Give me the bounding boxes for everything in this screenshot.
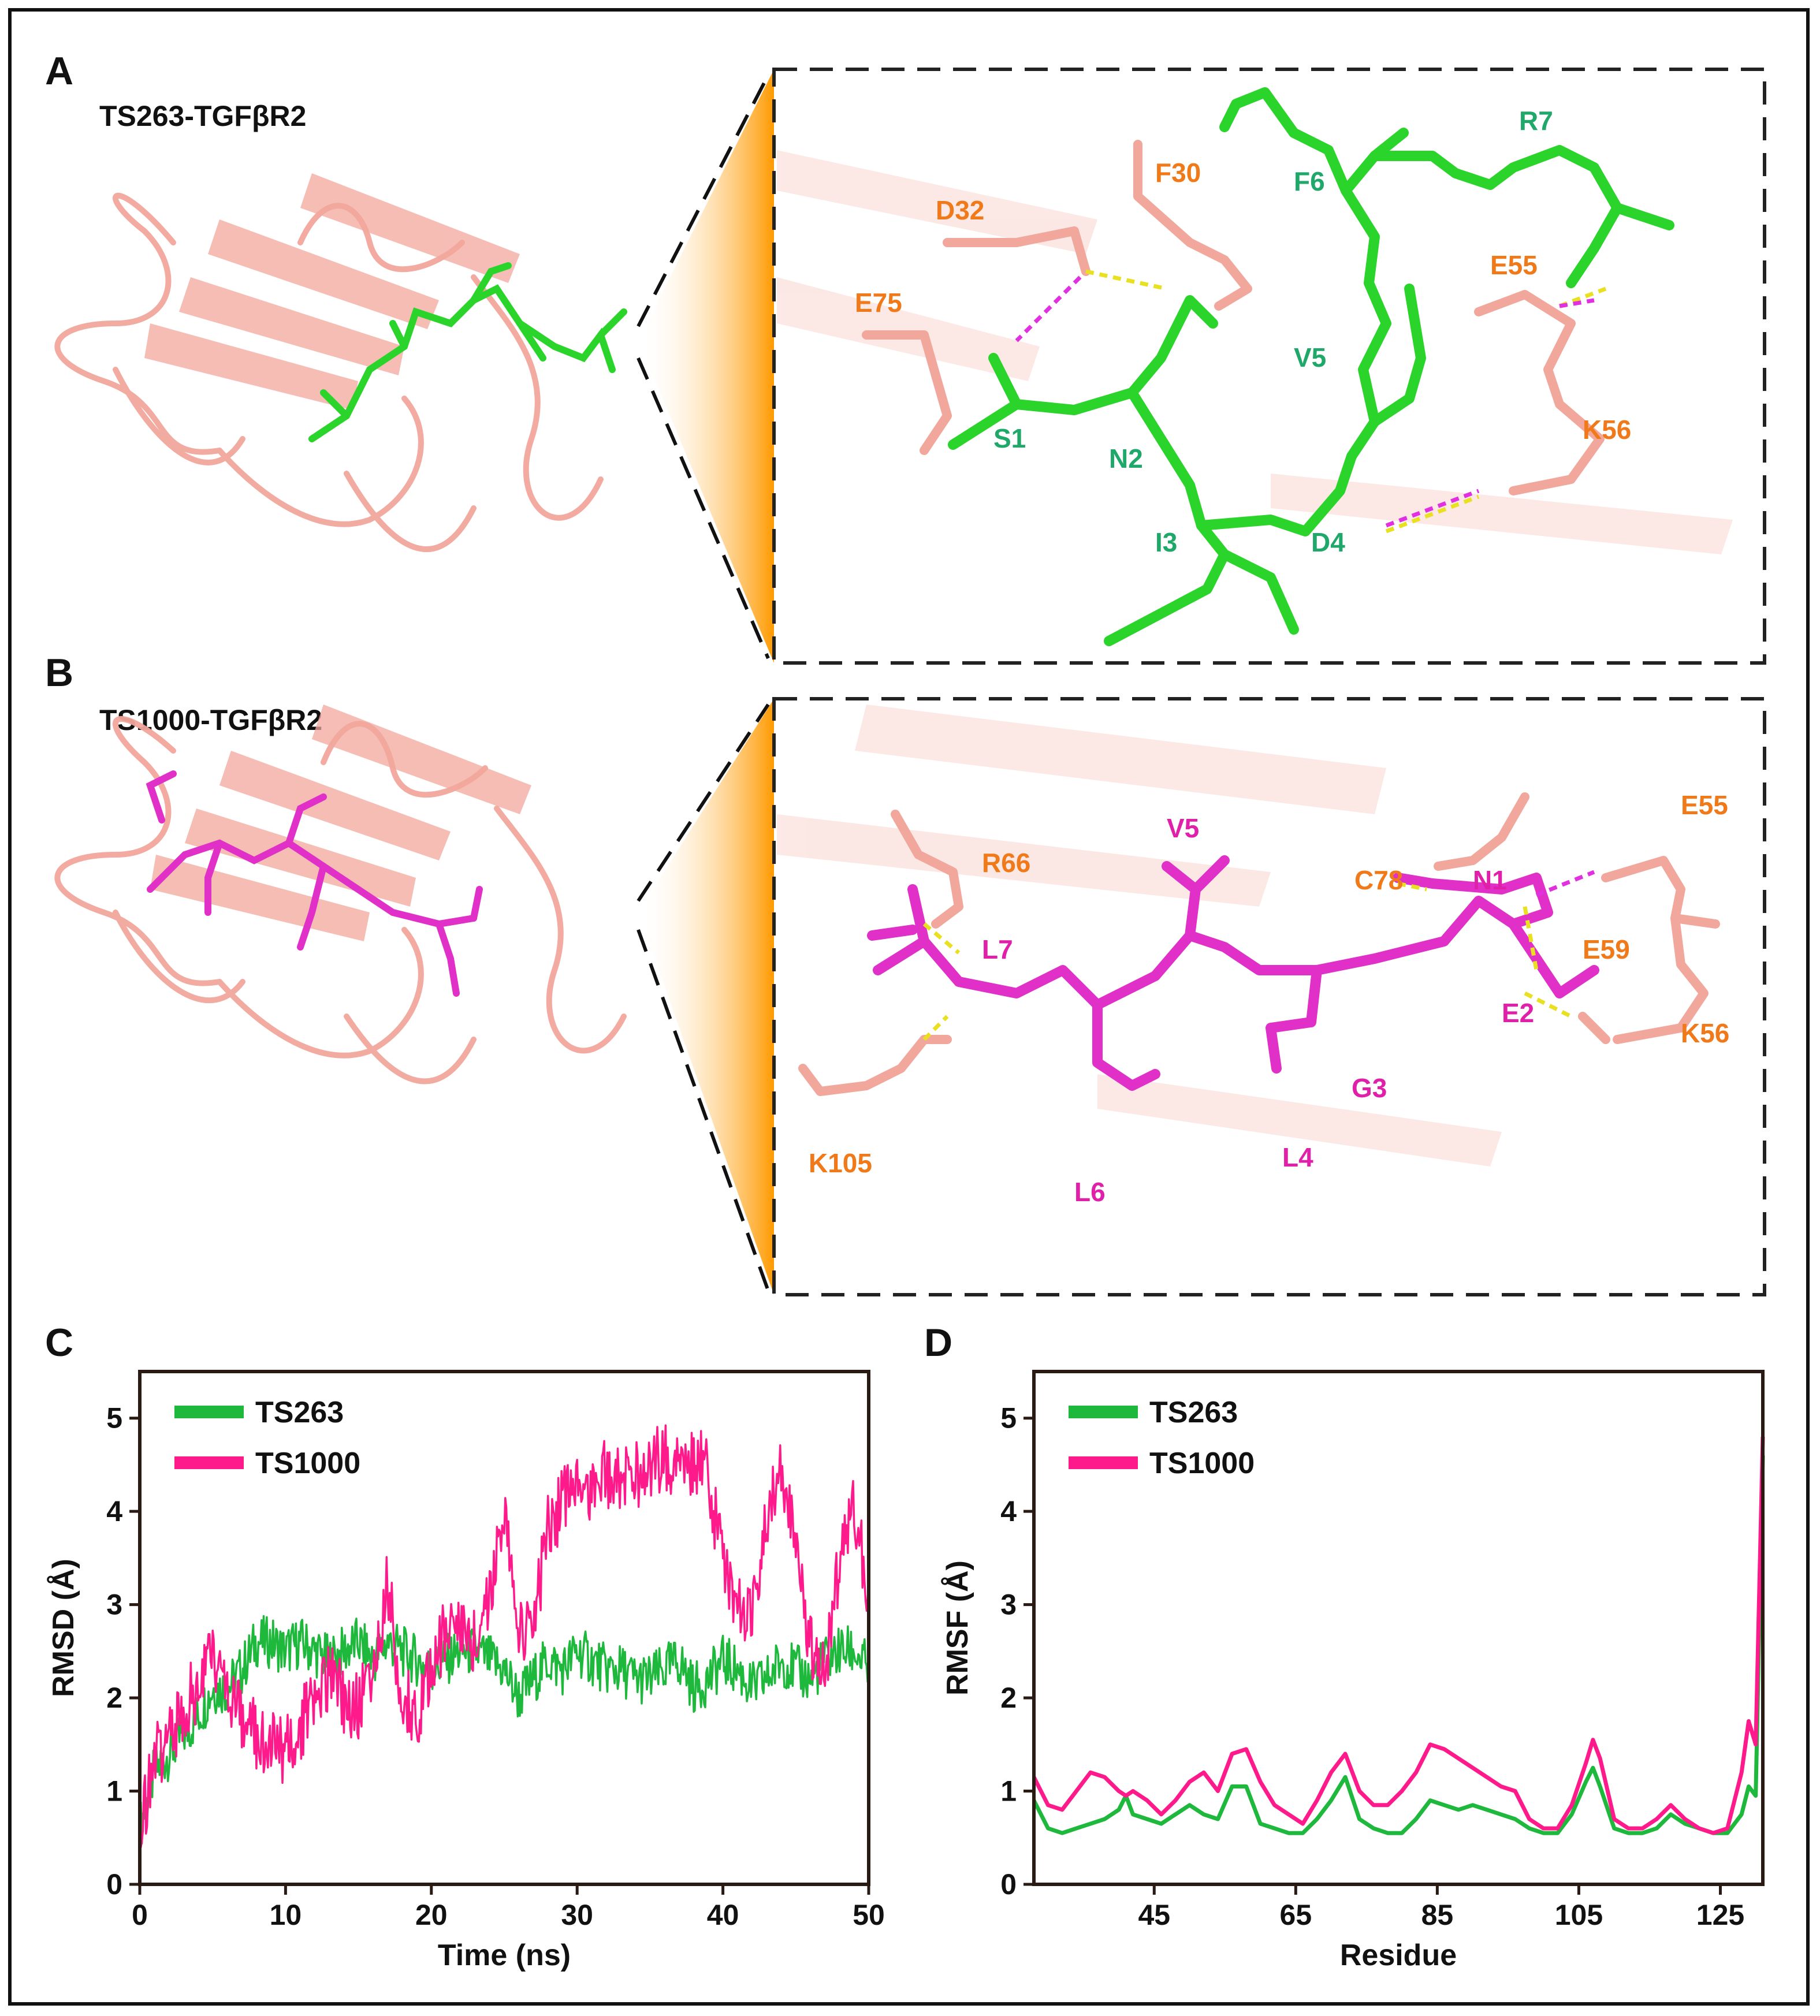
rmsf-xtick-label-85: 85 xyxy=(1421,1899,1454,1931)
rmsd-xtick-label-20: 20 xyxy=(415,1899,448,1931)
rmsf-xtick-label-105: 105 xyxy=(1555,1899,1603,1931)
rmsd-plot-frame xyxy=(138,1370,870,1886)
panel-b-title: TS1000-TGFβR2 xyxy=(99,704,323,736)
hbonds-a xyxy=(1015,269,1607,534)
panel-a-graphic: F30 D32 E75 E55 K56 R7 F6 V5 S1 N2 I3 D4 xyxy=(54,68,1766,665)
panel-b-graphic: E55 R66 C78 E59 K56 K105 V5 N1 L7 E2 G3 … xyxy=(54,697,1766,1296)
label-k56: K56 xyxy=(1681,1018,1729,1048)
rmsf-y-axis-label: RMSF (Å) xyxy=(941,1560,974,1695)
rmsd-chart: 0 10 20 30 40 50 0 1 2 3 4 5 Time (ns) RMSD (Å) TS263 T… xyxy=(47,1370,885,1972)
rmsf-xtick-label-65: 65 xyxy=(1280,1899,1312,1931)
rmsf-ytick-label-2: 2 xyxy=(1000,1682,1017,1714)
rmsd-series-ts1000 xyxy=(139,1424,870,1849)
detail-peptide-sticks-b xyxy=(867,855,1599,1091)
panel-a-letter: A xyxy=(45,49,74,93)
zoom-box-b xyxy=(772,697,1766,1296)
detail-protein-bg-a xyxy=(777,150,1733,554)
zoom-line-a-top xyxy=(637,74,770,327)
zoom-wedge-a xyxy=(638,69,774,663)
label-e55: E55 xyxy=(1681,790,1728,820)
rmsf-ytick-label-5: 5 xyxy=(1000,1402,1017,1434)
label-e59: E59 xyxy=(1583,934,1630,964)
rmsd-legend-label-ts1000: TS1000 xyxy=(255,1447,360,1480)
rmsf-legend-label-ts263: TS263 xyxy=(1149,1396,1238,1429)
label-s1: S1 xyxy=(993,423,1026,453)
rmsd-legend-label-ts263: TS263 xyxy=(255,1396,344,1429)
rmsd-xtick-label-10: 10 xyxy=(270,1899,302,1931)
rmsf-series-ts263 xyxy=(1032,1455,1765,1835)
protein-overview-a xyxy=(54,192,604,553)
rmsd-ytick-label-3: 3 xyxy=(106,1589,122,1621)
detail-peptide-sticks-a xyxy=(948,87,1674,646)
label-l7: L7 xyxy=(982,934,1013,964)
rmsf-ytick-label-4: 4 xyxy=(1000,1495,1017,1527)
label-d32: D32 xyxy=(936,195,984,225)
zoom-line-a-bottom xyxy=(637,357,770,659)
protein-labels-b: E55 R66 C78 E59 K56 K105 xyxy=(809,790,1729,1178)
label-v5: V5 xyxy=(1294,342,1326,372)
label-f6: F6 xyxy=(1294,166,1325,196)
label-l4: L4 xyxy=(1282,1142,1313,1172)
rmsd-xtick-label-50: 50 xyxy=(853,1899,885,1931)
label-g3: G3 xyxy=(1352,1073,1387,1103)
rmsf-series-ts1000 xyxy=(1032,1436,1765,1835)
label-v5: V5 xyxy=(1167,813,1199,843)
rmsf-xtick-label-45: 45 xyxy=(1138,1899,1170,1931)
label-r7: R7 xyxy=(1519,106,1553,136)
label-l6: L6 xyxy=(1074,1177,1106,1207)
label-n1: N1 xyxy=(1473,865,1507,895)
label-n2: N2 xyxy=(1109,444,1143,474)
rmsd-xtick-label-30: 30 xyxy=(561,1899,593,1931)
detail-protein-sticks-a xyxy=(862,140,1605,495)
rmsf-x-axis-label: Residue xyxy=(1340,1939,1457,1972)
zoom-line-b-top xyxy=(637,703,770,902)
rmsd-ytick-label-5: 5 xyxy=(106,1402,122,1434)
protein-labels-a: F30 D32 E75 E55 K56 xyxy=(855,158,1631,445)
panel-a-title: TS263-TGFβR2 xyxy=(99,100,307,132)
rmsd-ytick-label-2: 2 xyxy=(106,1682,122,1714)
label-d4: D4 xyxy=(1311,527,1345,557)
rmsd-ytick-label-1: 1 xyxy=(106,1775,122,1808)
rmsf-plot-frame xyxy=(1032,1370,1765,1886)
rmsf-ytick-label-3: 3 xyxy=(1000,1589,1017,1621)
label-k56: K56 xyxy=(1583,415,1631,445)
rmsf-ytick-label-0: 0 xyxy=(1000,1868,1017,1901)
label-i3: I3 xyxy=(1155,527,1177,557)
rmsd-xtick-label-40: 40 xyxy=(707,1899,739,1931)
protein-sheets-b xyxy=(150,705,531,941)
rmsf-legend-label-ts1000: TS1000 xyxy=(1149,1447,1255,1480)
label-e55: E55 xyxy=(1490,250,1538,280)
rmsd-ytick-label-0: 0 xyxy=(106,1868,122,1901)
detail-protein-bg-b xyxy=(777,705,1502,1167)
label-r66: R66 xyxy=(982,848,1030,878)
protein-sheets-a xyxy=(144,173,520,410)
figure-frame xyxy=(8,8,1810,2006)
rmsd-y-axis-label: RMSD (Å) xyxy=(47,1559,80,1697)
label-e2: E2 xyxy=(1502,998,1534,1028)
rmsd-x-axis-label: Time (ns) xyxy=(438,1939,571,1972)
rmsf-ytick-label-1: 1 xyxy=(1000,1775,1017,1808)
label-e75: E75 xyxy=(855,288,902,318)
detail-protein-sticks-b xyxy=(798,792,1720,1096)
rmsd-series-ts263 xyxy=(139,1615,870,1855)
zoom-wedge-b xyxy=(638,699,774,1295)
rmsd-xtick-label-0: 0 xyxy=(132,1899,148,1931)
peptide-labels-b: V5 N1 L7 E2 G3 L6 L4 xyxy=(982,813,1534,1207)
peptide-overview-a xyxy=(308,262,627,442)
hbonds-b xyxy=(922,870,1595,1041)
rmsf-xtick-label-125: 125 xyxy=(1696,1899,1744,1931)
label-f30: F30 xyxy=(1155,158,1201,188)
peptide-labels-a: R7 F6 V5 S1 N2 I3 D4 xyxy=(993,106,1553,557)
peptide-overview-b xyxy=(146,770,483,997)
label-c78: C78 xyxy=(1354,865,1403,895)
panel-b-letter: B xyxy=(45,651,74,695)
panel-c-letter: C xyxy=(45,1321,74,1365)
panel-d-letter: D xyxy=(924,1321,953,1365)
zoom-line-b-bottom xyxy=(637,929,770,1292)
label-k105: K105 xyxy=(809,1148,872,1178)
rmsd-ytick-label-4: 4 xyxy=(106,1495,122,1527)
